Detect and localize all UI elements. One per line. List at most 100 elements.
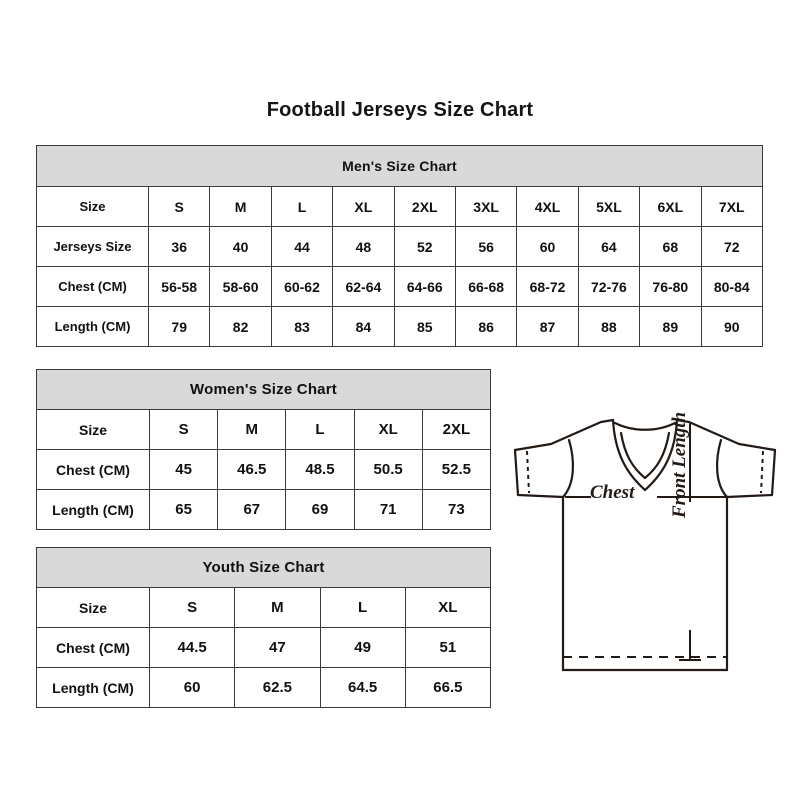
table-row: Length (CM) 60 62.5 64.5 66.5	[36, 667, 492, 708]
cell-jerseys-size-5xl: 64	[577, 226, 641, 267]
header-cell-size: Size	[36, 409, 150, 450]
header-cell-7xl: 7XL	[700, 186, 764, 227]
row-label-chest: Chest (CM)	[36, 627, 150, 668]
cell-chest-5xl: 72-76	[577, 266, 641, 307]
row-label-length: Length (CM)	[36, 489, 150, 530]
cell-chest-m: 47	[234, 627, 321, 668]
cell-length-l: 83	[270, 306, 334, 347]
header-cell-s: S	[148, 587, 236, 628]
cell-chest-2xl: 64-66	[393, 266, 456, 307]
cell-length-xl: 71	[353, 489, 423, 530]
front-length-measure-line	[679, 422, 701, 661]
table-title-row: Women's Size Chart	[36, 369, 491, 410]
header-cell-xl: XL	[404, 587, 492, 628]
page-title: Football Jerseys Size Chart	[266, 99, 534, 121]
header-cell-3xl: 3XL	[454, 186, 518, 227]
header-cell-m: M	[234, 587, 321, 628]
header-cell-l: L	[319, 587, 406, 628]
cell-jerseys-size-3xl: 56	[454, 226, 518, 267]
cell-jerseys-size-4xl: 60	[516, 226, 579, 267]
cuff-dashed-lines	[526, 450, 764, 494]
cell-jerseys-size-7xl: 72	[700, 226, 764, 267]
row-label-chest: Chest (CM)	[36, 449, 150, 490]
youth-table-title: Youth Size Chart	[36, 547, 491, 588]
cell-length-5xl: 88	[577, 306, 641, 347]
cell-chest-m: 46.5	[217, 449, 287, 490]
cell-length-l: 69	[285, 489, 355, 530]
womens-table-title: Women's Size Chart	[36, 369, 491, 410]
table-row: Length (CM) 79 82 83 84 85 86 87 88 89 9…	[36, 306, 764, 347]
cell-length-l: 64.5	[319, 667, 406, 708]
header-cell-l: L	[270, 186, 334, 227]
header-cell-xl: XL	[332, 186, 395, 227]
cell-length-6xl: 89	[639, 306, 702, 347]
cell-chest-l: 60-62	[270, 266, 334, 307]
header-cell-5xl: 5XL	[577, 186, 641, 227]
cell-length-s: 60	[148, 667, 236, 708]
cell-chest-s: 56-58	[147, 266, 211, 307]
chest-label: Chest	[590, 482, 635, 503]
cell-length-m: 67	[217, 489, 287, 530]
header-cell-size: Size	[36, 186, 149, 227]
table-title-row: Youth Size Chart	[36, 547, 491, 588]
cell-chest-l: 48.5	[285, 449, 355, 490]
cell-length-2xl: 85	[393, 306, 456, 347]
table-header-row: Size S M L XL 2XL	[36, 409, 492, 450]
table-row: Chest (CM) 45 46.5 48.5 50.5 52.5	[36, 449, 492, 490]
table-row: Length (CM) 65 67 69 71 73	[36, 489, 492, 530]
cell-jerseys-size-l: 44	[270, 226, 334, 267]
mens-size-chart-table: Men's Size Chart Size S M L XL 2XL 3XL 4…	[36, 145, 764, 347]
table-row: Chest (CM) 44.5 47 49 51	[36, 627, 492, 668]
cell-length-s: 65	[148, 489, 219, 530]
row-label-chest: Chest (CM)	[36, 266, 149, 307]
table-row: Jerseys Size 36 40 44 48 52 56 60 64 68 …	[36, 226, 764, 267]
cell-chest-6xl: 76-80	[639, 266, 702, 307]
header-cell-s: S	[148, 409, 219, 450]
table-header-row: Size S M L XL 2XL 3XL 4XL 5XL 6XL 7XL	[36, 186, 764, 227]
womens-size-chart-table: Women's Size Chart Size S M L XL 2XL Che…	[36, 369, 492, 530]
front-length-label: Front Length	[669, 411, 690, 518]
jersey-measurement-diagram: Chest Front Length	[505, 398, 790, 698]
cell-jerseys-size-s: 36	[147, 226, 211, 267]
cell-chest-3xl: 66-68	[454, 266, 518, 307]
cell-length-4xl: 87	[516, 306, 579, 347]
cell-length-3xl: 86	[454, 306, 518, 347]
youth-size-chart-table: Youth Size Chart Size S M L XL Chest (CM…	[36, 547, 492, 708]
cell-chest-xl: 50.5	[353, 449, 423, 490]
cell-chest-7xl: 80-84	[700, 266, 764, 307]
header-cell-l: L	[285, 409, 355, 450]
table-row: Chest (CM) 56-58 58-60 60-62 62-64 64-66…	[36, 266, 764, 307]
cell-jerseys-size-m: 40	[209, 226, 272, 267]
mens-table-title: Men's Size Chart	[36, 145, 763, 187]
cell-chest-2xl: 52.5	[421, 449, 492, 490]
cell-jerseys-size-2xl: 52	[393, 226, 456, 267]
cell-length-7xl: 90	[700, 306, 764, 347]
cell-length-s: 79	[147, 306, 211, 347]
cell-length-xl: 84	[332, 306, 395, 347]
header-cell-m: M	[217, 409, 287, 450]
header-cell-size: Size	[36, 587, 150, 628]
cell-length-m: 62.5	[234, 667, 321, 708]
table-title-row: Men's Size Chart	[36, 145, 763, 187]
cell-jerseys-size-6xl: 68	[639, 226, 702, 267]
cell-chest-xl: 62-64	[332, 266, 395, 307]
cell-jerseys-size-xl: 48	[332, 226, 395, 267]
table-header-row: Size S M L XL	[36, 587, 492, 628]
header-cell-4xl: 4XL	[516, 186, 579, 227]
jersey-outline-svg	[513, 418, 777, 672]
row-label-length: Length (CM)	[36, 667, 150, 708]
cell-chest-m: 58-60	[209, 266, 272, 307]
cell-chest-l: 49	[319, 627, 406, 668]
row-label-length: Length (CM)	[36, 306, 149, 347]
cell-chest-4xl: 68-72	[516, 266, 579, 307]
cell-length-xl: 66.5	[404, 667, 492, 708]
header-cell-m: M	[209, 186, 272, 227]
cell-chest-s: 44.5	[148, 627, 236, 668]
cell-length-m: 82	[209, 306, 272, 347]
header-cell-s: S	[147, 186, 211, 227]
jersey-body-outline	[513, 418, 777, 672]
cell-chest-s: 45	[148, 449, 219, 490]
header-cell-2xl: 2XL	[421, 409, 492, 450]
cell-chest-xl: 51	[404, 627, 492, 668]
